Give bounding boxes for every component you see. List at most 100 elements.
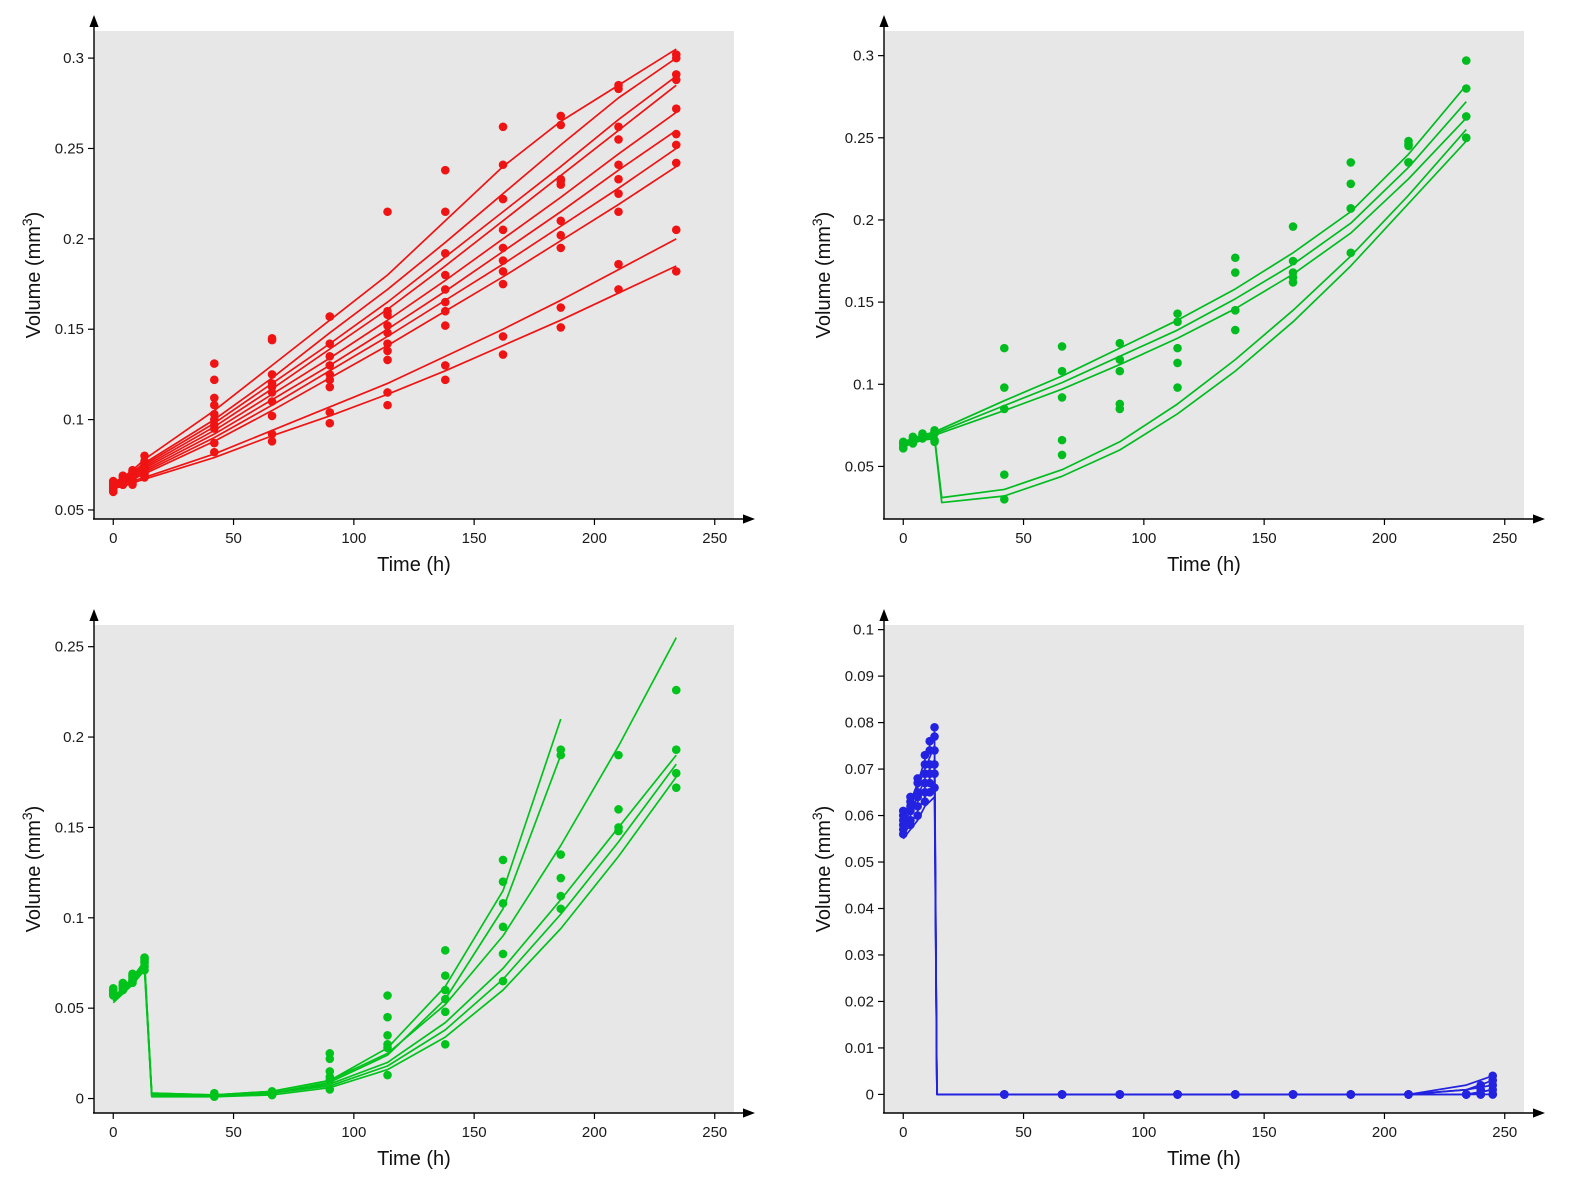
y-tick-label: 0.1 xyxy=(853,622,874,639)
data-point xyxy=(1057,393,1067,402)
x-tick-label: 0 xyxy=(899,1124,907,1141)
data-point xyxy=(671,745,681,755)
data-point xyxy=(906,806,915,816)
data-point xyxy=(440,985,450,995)
series-layer xyxy=(898,56,1471,504)
x-axis-label: Time (h) xyxy=(377,1148,451,1170)
data-point xyxy=(325,375,335,385)
data-point xyxy=(325,408,335,417)
x-tick-label: 200 xyxy=(582,1124,607,1141)
data-point xyxy=(614,259,623,269)
y-tick-label: 0 xyxy=(76,1091,84,1108)
series-layer xyxy=(898,722,1498,1099)
data-point xyxy=(383,1012,392,1022)
data-point xyxy=(1115,404,1125,414)
data-point xyxy=(1404,1090,1413,1099)
series-layer xyxy=(108,637,681,1102)
data-point xyxy=(1115,338,1125,348)
data-point xyxy=(556,216,566,226)
data-point xyxy=(498,160,508,170)
data-point xyxy=(383,388,392,397)
chart-bottom-left: 0 50 100 150 200 250 0 0.05 0.1 0.15 0.2 0.25 Time (… xyxy=(19,609,755,1170)
data-point xyxy=(440,321,450,330)
chart-top-left: 0 50 100 150 200 250 0.05 0.1 0.15 0.2 0.25 0.3 Time… xyxy=(19,15,755,576)
x-tick-label: 200 xyxy=(1372,1124,1397,1141)
data-point xyxy=(440,375,450,385)
y-axis-arrow xyxy=(89,15,99,27)
data-point xyxy=(898,444,908,453)
data-point xyxy=(325,312,335,321)
data-point xyxy=(1057,342,1067,351)
data-point xyxy=(614,750,623,760)
data-point xyxy=(325,1067,335,1076)
data-point xyxy=(898,829,908,839)
y-tick-label: 0.3 xyxy=(63,50,84,67)
data-point xyxy=(383,1043,392,1053)
data-point xyxy=(930,746,939,755)
y-tick-label: 0.01 xyxy=(845,1040,874,1057)
x-tick-label: 200 xyxy=(1372,530,1397,547)
data-point xyxy=(556,230,566,240)
data-point xyxy=(930,722,939,732)
plot-background xyxy=(884,31,1524,519)
data-point xyxy=(1488,1090,1498,1099)
x-tick-label: 50 xyxy=(225,530,242,547)
data-point xyxy=(440,306,450,316)
y-tick-label: 0.05 xyxy=(845,458,874,475)
data-point xyxy=(440,994,450,1004)
data-point xyxy=(556,180,566,189)
data-point xyxy=(671,75,681,85)
data-point xyxy=(614,285,623,294)
data-point xyxy=(440,971,450,980)
y-axis-label: Volume (mm3) xyxy=(19,212,45,339)
data-point xyxy=(210,400,219,410)
y-axis-arrow xyxy=(89,609,99,621)
data-point xyxy=(267,397,277,406)
data-point xyxy=(556,303,566,312)
data-point xyxy=(556,111,566,121)
panel-top-left: 0 50 100 150 200 250 0.05 0.1 0.15 0.2 0.25 0.3 Time… xyxy=(0,0,790,594)
data-point xyxy=(556,904,566,914)
data-point xyxy=(498,949,508,959)
data-point xyxy=(1173,317,1182,327)
data-point xyxy=(556,750,566,760)
y-axis-arrow xyxy=(879,609,889,621)
data-point xyxy=(440,1007,450,1017)
y-tick-label: 0.05 xyxy=(55,502,84,519)
data-point xyxy=(128,480,137,489)
y-tick-label: 0.25 xyxy=(55,140,84,157)
data-point xyxy=(498,899,508,908)
y-tick-label: 0.1 xyxy=(853,376,874,393)
data-point xyxy=(498,332,508,341)
x-axis-label: Time (h) xyxy=(377,554,451,576)
panel-bottom-left: 0 50 100 150 200 250 0 0.05 0.1 0.15 0.2 0.25 Time (… xyxy=(0,594,790,1188)
y-tick-label: 0.02 xyxy=(845,993,874,1010)
data-point xyxy=(210,438,219,448)
data-point xyxy=(556,873,566,883)
data-point xyxy=(1461,133,1471,143)
data-point xyxy=(383,400,392,410)
data-point xyxy=(498,877,508,886)
data-point xyxy=(140,473,149,482)
x-tick-label: 150 xyxy=(1252,530,1277,547)
data-point xyxy=(1346,179,1356,189)
data-point xyxy=(267,370,277,379)
data-point xyxy=(383,321,392,330)
data-point xyxy=(614,135,623,144)
data-point xyxy=(1173,1090,1182,1099)
data-point xyxy=(498,256,508,265)
chart-bottom-right: 0 50 100 150 200 250 0 0.01 0.02 0.03 0.04 0.05 0.06… xyxy=(809,609,1545,1170)
data-point xyxy=(267,411,277,421)
x-axis-arrow xyxy=(1533,514,1545,524)
y-tick-label: 0.15 xyxy=(55,321,84,338)
plot-background xyxy=(94,625,734,1113)
data-point xyxy=(671,225,681,235)
data-point xyxy=(1230,306,1240,315)
x-tick-label: 150 xyxy=(462,530,487,547)
data-point xyxy=(1173,343,1182,353)
data-point xyxy=(498,855,508,865)
data-point xyxy=(440,249,450,258)
x-axis-label: Time (h) xyxy=(1167,554,1241,576)
y-tick-label: 0.08 xyxy=(845,715,874,732)
